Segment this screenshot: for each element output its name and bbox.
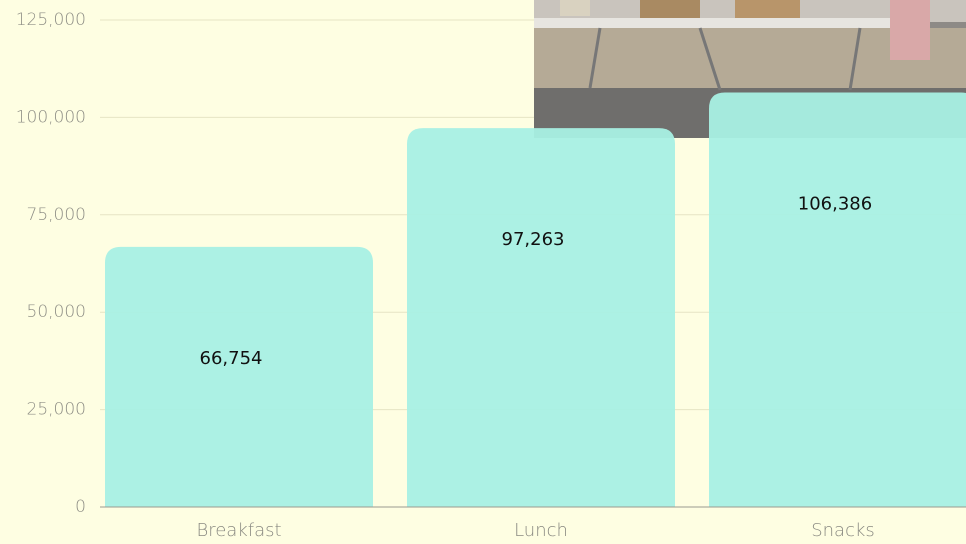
x-tick-label: Snacks	[811, 520, 875, 541]
y-tick-label: 100,000	[16, 107, 86, 127]
page: {"chart_data": {"type": "bar", "categori…	[0, 0, 966, 544]
y-tick-label: 25,000	[27, 400, 86, 420]
chart: 0 25,000 50,000 75,000 100,000 125,000 Breakfa…	[0, 0, 966, 544]
y-tick-label: 50,000	[27, 302, 86, 322]
value-label: 97,263	[502, 229, 565, 250]
bar	[709, 93, 966, 507]
bar	[105, 247, 373, 507]
bar	[407, 128, 675, 507]
x-tick-label: Breakfast	[196, 520, 281, 541]
y-tick-label: 125,000	[16, 10, 86, 30]
y-tick-label: 0	[75, 497, 86, 517]
value-label: 106,386	[798, 194, 872, 215]
x-tick-label: Lunch	[514, 520, 568, 541]
y-tick-label: 75,000	[27, 205, 86, 225]
value-label: 66,754	[200, 348, 263, 369]
